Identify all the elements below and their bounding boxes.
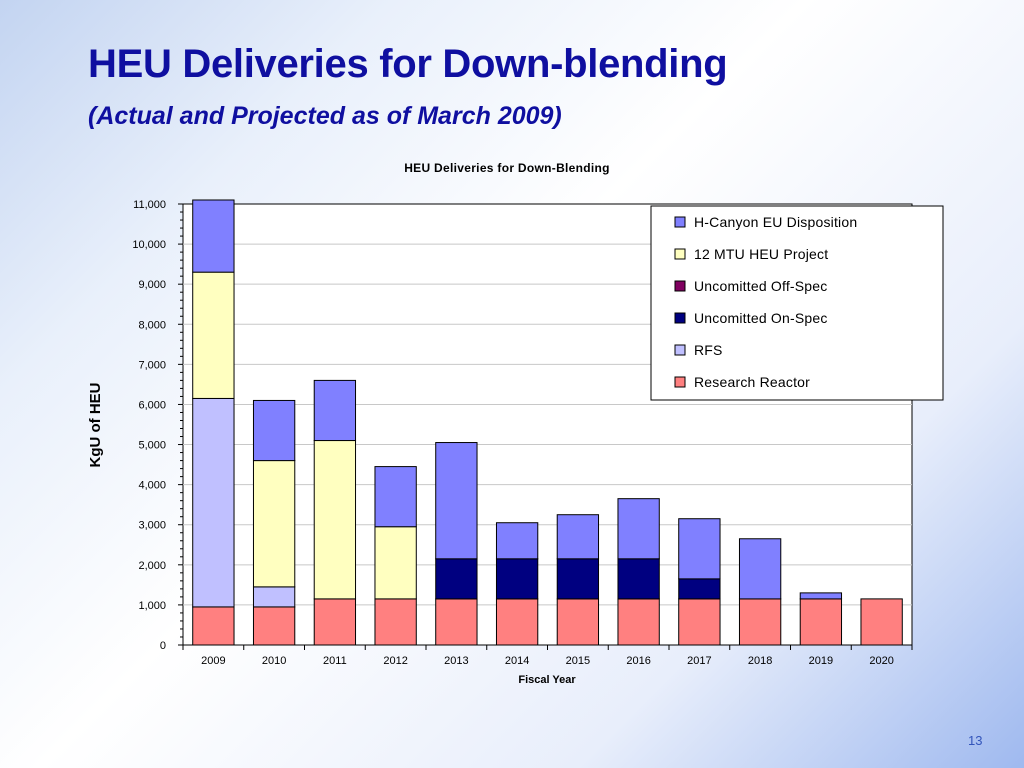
y-tick-label: 4,000: [138, 480, 166, 492]
bar-segment-research-reactor-2014: [495, 598, 539, 646]
legend-swatch: [674, 216, 686, 228]
legend-swatch: [674, 376, 686, 388]
x-tick-label: 2012: [383, 655, 407, 667]
x-tick-label: 2018: [748, 655, 772, 667]
legend-label: Uncomitted Off-Spec: [694, 278, 828, 294]
bar-segment-h-canyon-eu-disposition-2015: [556, 514, 600, 560]
bar-segment-12-mtu-heu-project-2012: [374, 526, 417, 600]
legend: H-Canyon EU Disposition 12 MTU HEU Projec…: [650, 205, 944, 401]
y-tick-label: 5,000: [138, 440, 166, 452]
bar-segment-12-mtu-heu-project-2009: [192, 271, 235, 399]
y-axis-title: KgU of HEU: [87, 383, 104, 468]
bar-segment-research-reactor-2020: [860, 598, 903, 646]
x-tick-label: 2014: [505, 655, 529, 667]
legend-label: H-Canyon EU Disposition: [694, 214, 857, 230]
bar-segment-research-reactor-2018: [738, 598, 782, 646]
y-tick-label: 9,000: [138, 279, 166, 291]
slide-subtitle: (Actual and Projected as of March 2009): [88, 102, 562, 130]
x-tick-label: 2015: [566, 655, 590, 667]
bar-segment-research-reactor-2019: [799, 598, 843, 646]
bar-segment-research-reactor-2009: [192, 606, 235, 646]
bar-segment-research-reactor-2017: [678, 598, 721, 646]
bar-segment-12-mtu-heu-project-2011: [313, 440, 357, 600]
bars: [192, 199, 903, 646]
bar-segment-rfs-2009: [192, 397, 235, 608]
bar-segment-uncomitted-on-spec-2014: [495, 558, 539, 600]
x-tick-label: 2016: [626, 655, 650, 667]
bar-segment-h-canyon-eu-disposition-2009: [192, 199, 235, 273]
x-tick-label: 2020: [869, 655, 893, 667]
y-axis-ticks: 0 1,000 2,000 3,000 4,000 5,000 6,000 7,000 8,00…: [132, 199, 183, 652]
bar-segment-h-canyon-eu-disposition-2010: [252, 399, 296, 462]
legend-label: Research Reactor: [694, 374, 810, 390]
bar-segment-12-mtu-heu-project-2010: [252, 460, 296, 588]
x-axis-title: Fiscal Year: [518, 674, 576, 686]
bar-segment-h-canyon-eu-disposition-2016: [617, 498, 660, 560]
y-tick-label: 1,000: [138, 600, 166, 612]
x-tick-label: 2010: [262, 655, 286, 667]
x-tick-label: 2019: [809, 655, 833, 667]
bar-segment-uncomitted-on-spec-2017: [678, 578, 721, 600]
legend-box: [650, 205, 944, 401]
page-number: 13: [968, 733, 983, 748]
y-tick-label: 10,000: [132, 239, 166, 251]
bar-segment-h-canyon-eu-disposition-2012: [374, 466, 417, 528]
bar-segment-research-reactor-2013: [435, 598, 478, 646]
bar-segment-uncomitted-on-spec-2013: [435, 558, 478, 600]
legend-swatch: [674, 312, 686, 324]
bar-segment-research-reactor-2011: [313, 598, 357, 646]
x-tick-label: 2009: [201, 655, 225, 667]
bar-segment-h-canyon-eu-disposition-2011: [313, 379, 357, 442]
legend-swatch: [674, 280, 686, 292]
bar-segment-research-reactor-2016: [617, 598, 660, 646]
bar-segment-uncomitted-on-spec-2015: [556, 558, 600, 600]
bar-segment-h-canyon-eu-disposition-2019: [799, 592, 843, 600]
legend-swatch: [674, 248, 686, 260]
y-tick-label: 3,000: [138, 520, 166, 532]
legend-label: Uncomitted On-Spec: [694, 310, 828, 326]
y-tick-label: 7,000: [138, 359, 166, 371]
legend-label: 12 MTU HEU Project: [694, 246, 828, 262]
x-tick-label: 2013: [444, 655, 468, 667]
x-axis-ticks: 2009 2010 2011 2012 2013 2014 2015 2016 2017 2018…: [182, 645, 913, 667]
y-tick-label: 8,000: [138, 319, 166, 331]
slide-title: HEU Deliveries for Down-blending: [88, 42, 728, 86]
y-tick-label: 6,000: [138, 399, 166, 411]
bar-segment-uncomitted-on-spec-2016: [617, 558, 660, 600]
chart-title: HEU Deliveries for Down-Blending: [404, 161, 610, 175]
bar-segment-h-canyon-eu-disposition-2013: [435, 442, 478, 560]
bar-segment-h-canyon-eu-disposition-2017: [678, 518, 721, 580]
bar-segment-research-reactor-2015: [556, 598, 600, 646]
bar-segment-rfs-2010: [252, 586, 296, 608]
x-tick-label: 2017: [687, 655, 711, 667]
legend-swatch: [674, 344, 686, 356]
y-tick-label: 11,000: [133, 199, 166, 211]
x-tick-label: 2011: [323, 655, 347, 667]
bar-segment-h-canyon-eu-disposition-2018: [738, 538, 782, 600]
legend-label: RFS: [694, 342, 723, 358]
y-tick-label: 2,000: [138, 560, 166, 572]
bar-segment-h-canyon-eu-disposition-2014: [495, 522, 539, 560]
bar-segment-research-reactor-2012: [374, 598, 417, 646]
bar-segment-research-reactor-2010: [252, 606, 296, 646]
y-tick-label: 0: [160, 640, 166, 652]
